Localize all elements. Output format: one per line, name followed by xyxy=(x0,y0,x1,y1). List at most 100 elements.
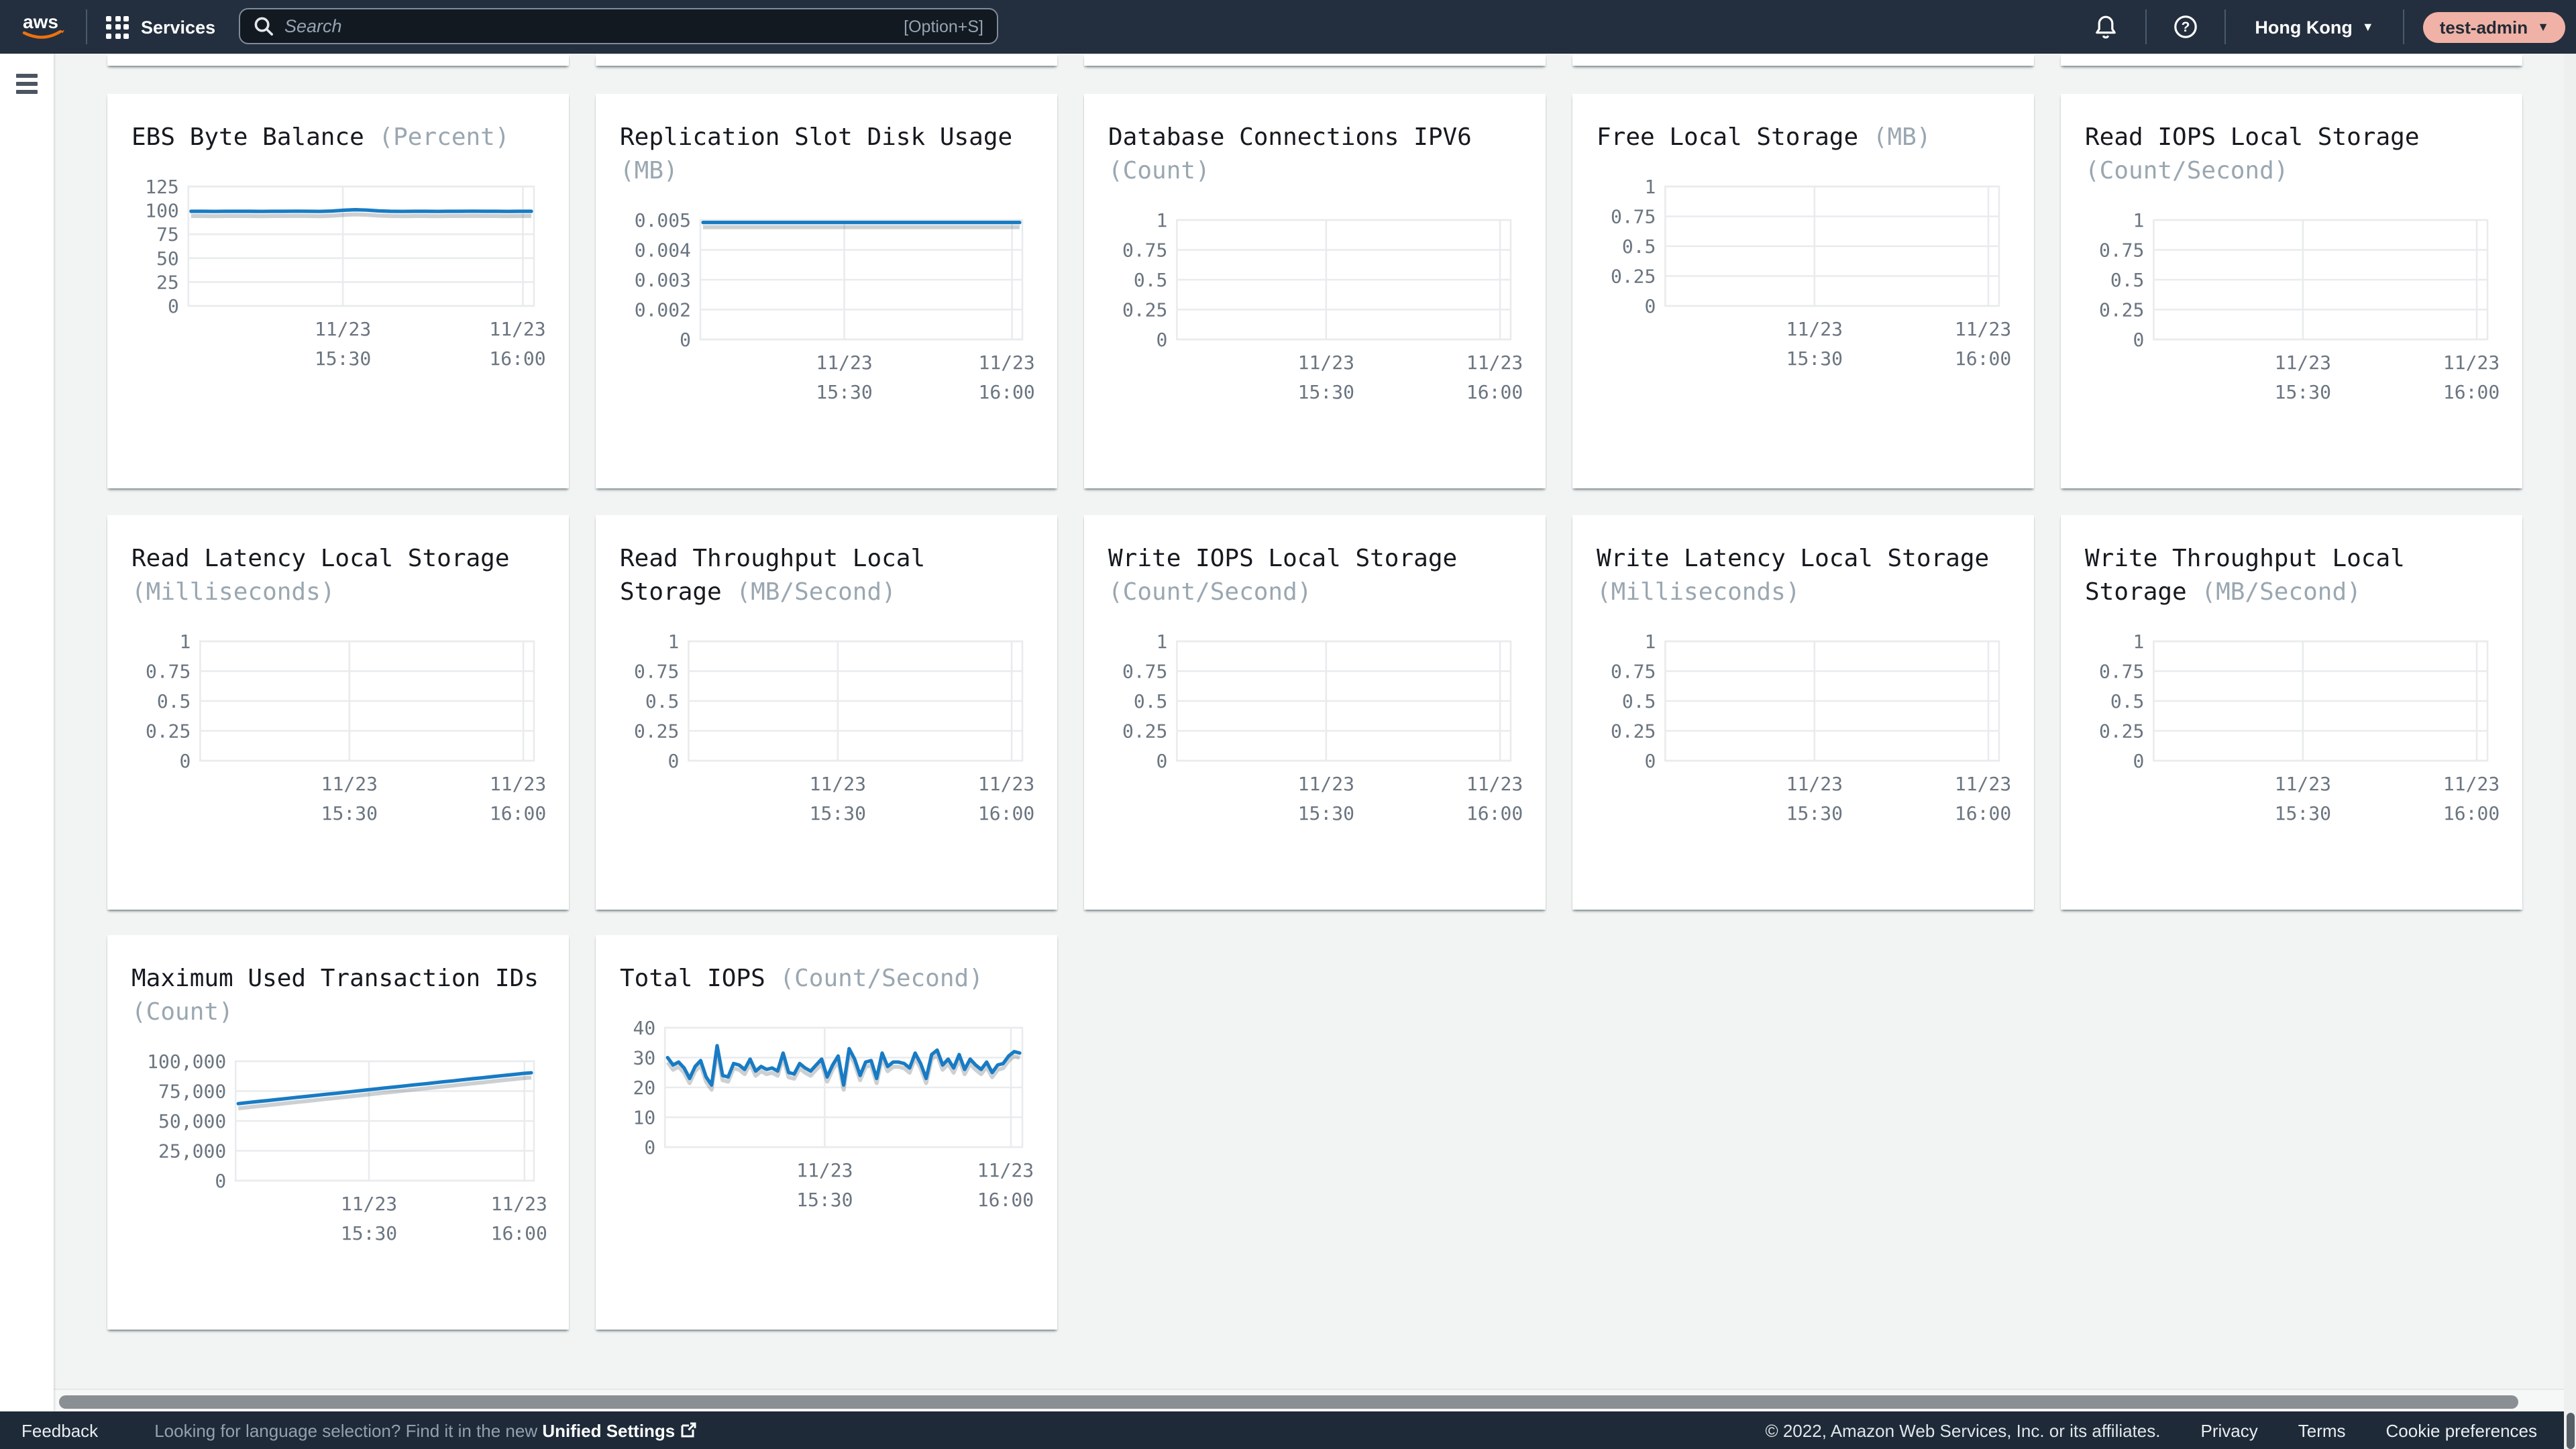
feedback-link[interactable]: Feedback xyxy=(21,1420,99,1440)
svg-text:0.75: 0.75 xyxy=(2099,239,2144,262)
svg-text:11/23: 11/23 xyxy=(796,1159,853,1181)
metric-card-write-iops-local-storage[interactable]: Write IOPS Local Storage (Count/Second) 1… xyxy=(1084,515,1546,910)
top-navigation-bar: aws Services Search [Option+S] xyxy=(0,0,2576,54)
aws-logo[interactable]: aws xyxy=(21,11,67,43)
svg-text:?: ? xyxy=(2181,19,2190,35)
hamburger-menu-button[interactable] xyxy=(16,74,38,99)
svg-text:15:30: 15:30 xyxy=(810,802,866,824)
metric-chart-write-throughput-local-storage: 1 0.75 0.5 0.25 0 11/23 15:30 11/23 16:00 xyxy=(2099,631,2500,824)
metric-card-replication-slot-disk-usage[interactable]: Replication Slot Disk Usage (MB) 0.005 0.0… xyxy=(596,94,1057,488)
metric-title: Total IOPS (Count/Second) xyxy=(620,965,983,993)
svg-text:16:00: 16:00 xyxy=(978,802,1034,824)
svg-text:0.002: 0.002 xyxy=(635,299,691,321)
svg-text:16:00: 16:00 xyxy=(2443,381,2500,403)
metric-line-series xyxy=(236,1071,533,1106)
svg-text:0.25: 0.25 xyxy=(146,720,191,743)
metric-card-write-throughput-local-storage[interactable]: Write Throughput Local Storage (MB/Secon… xyxy=(2061,515,2522,910)
svg-text:0.005: 0.005 xyxy=(635,209,691,231)
account-menu[interactable]: test-admin ▼ xyxy=(2423,11,2565,42)
metric-line-series xyxy=(189,207,533,213)
horizontal-scrollbar-track[interactable] xyxy=(54,1389,2564,1413)
account-name: test-admin xyxy=(2439,17,2528,37)
svg-text:16:00: 16:00 xyxy=(977,1189,1034,1211)
svg-text:0: 0 xyxy=(2133,750,2145,772)
terms-link[interactable]: Terms xyxy=(2298,1420,2346,1440)
services-menu-button[interactable]: Services xyxy=(106,15,215,38)
svg-text:0: 0 xyxy=(644,1136,655,1159)
svg-text:16:00: 16:00 xyxy=(490,802,546,824)
svg-text:0.25: 0.25 xyxy=(1122,720,1167,743)
metric-title: Read IOPS Local Storage (Count/Second) xyxy=(2085,123,2420,185)
metric-card-maximum-used-transaction-ids[interactable]: Maximum Used Transaction IDs (Count) 100,… xyxy=(107,935,569,1330)
metric-title: Maximum Used Transaction IDs (Count) xyxy=(131,965,539,1026)
services-label: Services xyxy=(141,17,216,37)
svg-text:15:30: 15:30 xyxy=(1298,802,1354,824)
region-selector[interactable]: Hong Kong ▼ xyxy=(2244,17,2384,37)
cookie-preferences-link[interactable]: Cookie preferences xyxy=(2385,1420,2537,1440)
svg-text:50,000: 50,000 xyxy=(158,1110,226,1132)
svg-text:0: 0 xyxy=(2133,329,2145,351)
svg-text:100,000: 100,000 xyxy=(147,1051,226,1073)
privacy-link[interactable]: Privacy xyxy=(2200,1420,2258,1440)
svg-text:15:30: 15:30 xyxy=(1786,347,1843,370)
svg-text:30: 30 xyxy=(633,1047,655,1069)
chevron-down-icon: ▼ xyxy=(2361,20,2374,34)
metric-card-database-connections-ipv6[interactable]: Database Connections IPV6 (Count) 1 0.75 0.… xyxy=(1084,94,1546,488)
svg-text:11/23: 11/23 xyxy=(1298,352,1354,374)
metric-card-ebs-byte-balance[interactable]: EBS Byte Balance (Percent) 125 100 75 50 25 0 1… xyxy=(107,94,569,488)
metric-card-free-local-storage[interactable]: Free Local Storage (MB) 1 0.75 0.5 0.25 0 11/2… xyxy=(1572,94,2034,488)
svg-text:16:00: 16:00 xyxy=(2443,802,2500,824)
svg-text:16:00: 16:00 xyxy=(1955,347,2011,370)
metric-unit: (Count/Second) xyxy=(2085,157,2289,185)
partial-card-above xyxy=(1572,55,2034,66)
svg-text:11/23: 11/23 xyxy=(816,352,872,374)
nav-divider xyxy=(2403,9,2405,44)
notifications-button[interactable] xyxy=(2086,0,2126,54)
svg-text:0.5: 0.5 xyxy=(2110,269,2145,291)
svg-text:11/23: 11/23 xyxy=(1466,352,1523,374)
metric-unit: (Percent) xyxy=(364,123,510,152)
partial-card-above xyxy=(2061,55,2522,66)
horizontal-scrollbar-thumb[interactable] xyxy=(59,1395,2518,1408)
metric-title: Write Throughput Local Storage (MB/Secon… xyxy=(2085,545,2405,606)
help-button[interactable]: ? xyxy=(2165,0,2205,54)
metric-title: Free Local Storage (MB) xyxy=(1597,123,1931,152)
metric-card-total-iops[interactable]: Total IOPS (Count/Second) 40 30 20 10 0 11/23 1… xyxy=(596,935,1057,1330)
svg-text:0.75: 0.75 xyxy=(2099,661,2144,683)
metric-card-write-latency-local-storage[interactable]: Write Latency Local Storage (Millisecond… xyxy=(1572,515,2034,910)
svg-text:11/23: 11/23 xyxy=(978,352,1034,374)
metric-card-read-iops-local-storage[interactable]: Read IOPS Local Storage (Count/Second) 1 0… xyxy=(2061,94,2522,488)
external-link-icon xyxy=(681,1421,696,1437)
metric-card-read-latency-local-storage[interactable]: Read Latency Local Storage (Milliseconds… xyxy=(107,515,569,910)
svg-text:1: 1 xyxy=(2133,631,2145,653)
metric-card-read-throughput-local-storage[interactable]: Read Throughput Local Storage (MB/Second… xyxy=(596,515,1057,910)
search-input[interactable]: Search [Option+S] xyxy=(239,8,998,44)
collapsed-side-panel xyxy=(0,54,54,1411)
unified-settings-link[interactable]: Unified Settings xyxy=(542,1420,676,1440)
nav-divider xyxy=(86,9,87,44)
svg-text:25: 25 xyxy=(156,271,179,293)
svg-text:1: 1 xyxy=(1645,176,1656,198)
svg-text:11/23: 11/23 xyxy=(2275,773,2331,795)
services-grid-icon xyxy=(106,15,129,38)
svg-text:0.5: 0.5 xyxy=(1622,235,1656,258)
metric-title: Replication Slot Disk Usage (MB) xyxy=(620,123,1013,185)
vertical-scrollbar-track[interactable] xyxy=(2564,54,2576,1449)
metric-title: Write Latency Local Storage (Millisecond… xyxy=(1597,545,1990,606)
svg-text:16:00: 16:00 xyxy=(491,1222,547,1244)
svg-text:1: 1 xyxy=(1645,631,1656,653)
vertical-scrollbar-thumb[interactable] xyxy=(2566,1413,2574,1449)
svg-text:0.003: 0.003 xyxy=(635,269,691,291)
svg-text:0: 0 xyxy=(1645,295,1656,317)
metric-title: Write IOPS Local Storage (Count/Second) xyxy=(1108,545,1458,606)
metric-unit: (Milliseconds) xyxy=(1597,578,1801,606)
svg-text:11/23: 11/23 xyxy=(1955,318,2011,340)
nav-divider xyxy=(2224,9,2226,44)
svg-text:100: 100 xyxy=(145,200,179,222)
svg-text:0.5: 0.5 xyxy=(1622,690,1656,712)
search-shortcut-hint: [Option+S] xyxy=(904,17,983,36)
svg-text:0.5: 0.5 xyxy=(157,690,191,712)
svg-text:0.75: 0.75 xyxy=(1611,661,1656,683)
svg-text:0: 0 xyxy=(215,1170,226,1192)
